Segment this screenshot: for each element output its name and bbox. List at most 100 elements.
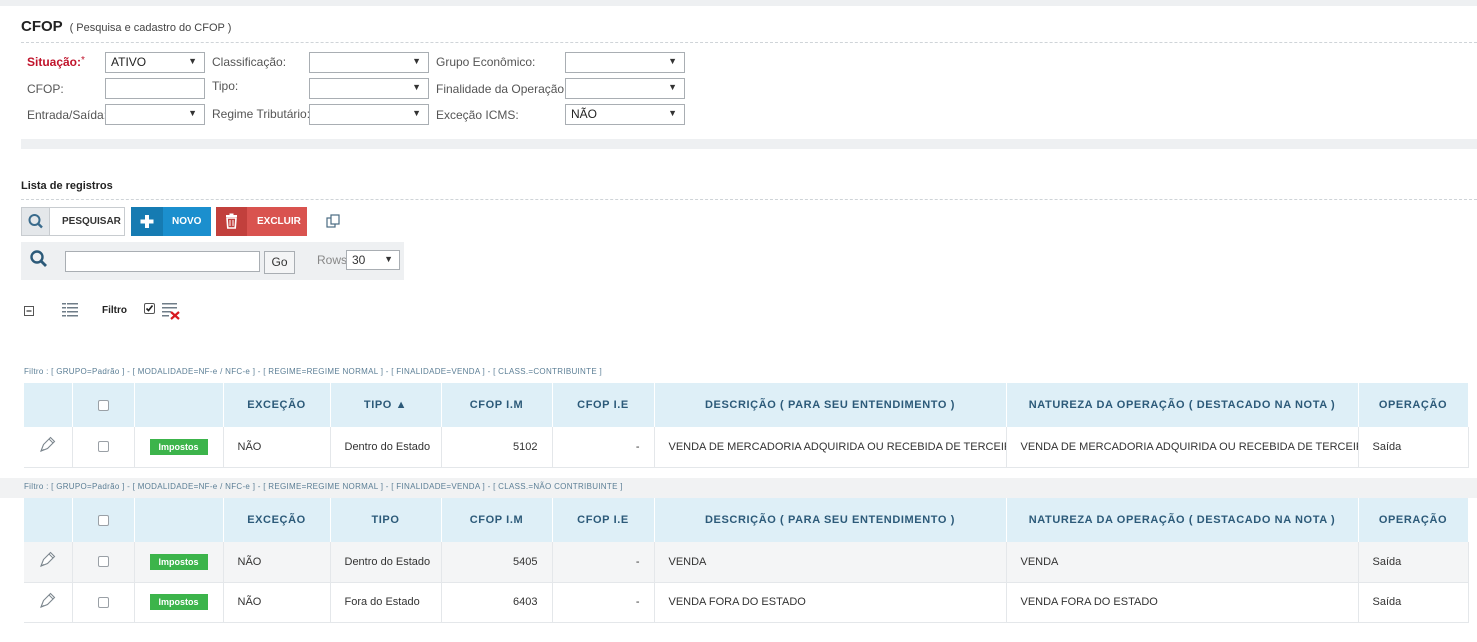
classificacao-select[interactable]: ▼ (309, 52, 429, 73)
col-tipo[interactable]: TIPO ▲ (330, 383, 442, 427)
cell-cfop-ie: - (552, 427, 655, 468)
cfop-input[interactable] (105, 78, 205, 99)
col-operacao[interactable]: OPERAÇÃO (1358, 383, 1469, 427)
novo-button[interactable]: NOVO (131, 207, 211, 236)
grid-header: EXCEÇÃO TIPO ▲ CFOP I.M CFOP I.E DESCRIÇ… (24, 383, 1469, 427)
regime-select[interactable]: ▼ (309, 104, 429, 125)
regime-label: Regime Tributário: (212, 107, 311, 121)
dropdown-arrow-icon: ▼ (384, 254, 393, 264)
top-bar (0, 0, 1477, 6)
col-natureza[interactable]: NATUREZA DA OPERAÇÃO ( DESTACADO NA NOTA… (1006, 498, 1359, 542)
dropdown-arrow-icon: ▼ (668, 82, 677, 92)
cell-tipo: Dentro do Estado (330, 542, 442, 583)
cell-cfop-im: 6403 (441, 582, 553, 623)
excecao-label: Exceção ICMS: (436, 108, 519, 122)
dropdown-arrow-icon: ▼ (412, 108, 421, 118)
table-row[interactable]: Impostos NÃO Dentro do Estado 5405 - VEN… (24, 542, 1469, 583)
col-select-all (72, 498, 135, 542)
col-descricao[interactable]: DESCRIÇÃO ( PARA SEU ENTENDIMENTO ) (654, 498, 1007, 542)
group-header-bg (0, 478, 1477, 498)
impostos-badge[interactable]: Impostos (149, 594, 208, 610)
badge-cell: Impostos (134, 582, 224, 623)
edit-cell (24, 427, 73, 468)
clear-filter-icon[interactable] (162, 302, 180, 323)
select-all-checkbox[interactable] (97, 514, 109, 526)
entrada-saida-label: Entrada/Saída: (27, 108, 108, 122)
excluir-button[interactable]: EXCLUIR (216, 207, 307, 236)
select-cell (72, 542, 135, 583)
title-divider (21, 42, 1477, 43)
row-checkbox[interactable] (97, 556, 109, 568)
col-edit (24, 383, 73, 427)
col-select-all (72, 383, 135, 427)
col-descricao[interactable]: DESCRIÇÃO ( PARA SEU ENTENDIMENTO ) (654, 383, 1007, 427)
col-cfop-ie[interactable]: CFOP I.E (552, 498, 655, 542)
page-title: CFOP ( Pesquisa e cadastro do CFOP ) (21, 18, 231, 35)
tipo-select[interactable]: ▼ (309, 78, 429, 99)
collapse-icon[interactable] (24, 305, 34, 319)
cell-operacao: Saída (1358, 427, 1469, 468)
edit-icon[interactable] (39, 436, 57, 457)
col-excecao[interactable]: EXCEÇÃO (223, 383, 331, 427)
edit-icon[interactable] (39, 592, 57, 613)
cell-natureza: VENDA FORA DO ESTADO (1006, 582, 1359, 623)
filter-checkbox-icon[interactable] (144, 303, 155, 317)
impostos-badge[interactable]: Impostos (149, 438, 208, 455)
group-filter-text: Filtro : [ GRUPO=Padrão ] - [ MODALIDADE… (24, 367, 602, 376)
cell-descricao: VENDA (654, 542, 1007, 583)
impostos-badge[interactable]: Impostos (149, 553, 208, 570)
row-checkbox[interactable] (97, 596, 109, 608)
go-button[interactable]: Go (264, 251, 295, 274)
col-cfop-im[interactable]: CFOP I.M (441, 498, 553, 542)
finalidade-label: Finalidade da Operação: (436, 82, 568, 96)
cell-operacao: Saída (1358, 582, 1469, 623)
entrada-saida-select[interactable]: ▼ (105, 104, 205, 125)
grid-search-input[interactable] (65, 251, 260, 272)
grupo-label: Grupo Econômico: (436, 55, 536, 69)
col-natureza[interactable]: NATUREZA DA OPERAÇÃO ( DESTACADO NA NOTA… (1006, 383, 1359, 427)
table-row[interactable]: Impostos NÃO Dentro do Estado 5102 - VEN… (24, 427, 1469, 468)
select-cell (72, 582, 135, 623)
column-chooser-icon[interactable] (62, 302, 78, 321)
copy-icon[interactable] (326, 214, 340, 228)
edit-icon[interactable] (39, 551, 57, 572)
dropdown-arrow-icon: ▼ (668, 108, 677, 118)
cell-natureza: VENDA DE MERCADORIA ADQUIRIDA OU RECEBID… (1006, 427, 1359, 468)
select-cell (72, 427, 135, 468)
cfop-grid-1: EXCEÇÃO TIPO ▲ CFOP I.M CFOP I.E DESCRIÇ… (24, 383, 1469, 468)
cell-cfop-im: 5405 (441, 542, 553, 583)
col-edit (24, 498, 73, 542)
col-tipo[interactable]: TIPO (330, 498, 442, 542)
page-subtitle: ( Pesquisa e cadastro do CFOP ) (69, 22, 232, 34)
dropdown-arrow-icon: ▼ (188, 56, 197, 66)
select-all-checkbox[interactable] (97, 399, 109, 411)
dropdown-arrow-icon: ▼ (412, 56, 421, 66)
grupo-select[interactable]: ▼ (565, 52, 685, 73)
edit-cell (24, 582, 73, 623)
finalidade-select[interactable]: ▼ (565, 78, 685, 99)
cell-cfop-im: 5102 (441, 427, 553, 468)
col-cfop-im[interactable]: CFOP I.M (441, 383, 553, 427)
grid-search-bar: Go Rows 30 ▼ (21, 242, 404, 280)
col-operacao[interactable]: OPERAÇÃO (1358, 498, 1469, 542)
cell-natureza: VENDA (1006, 542, 1359, 583)
cell-cfop-ie: - (552, 582, 655, 623)
badge-cell: Impostos (134, 542, 224, 583)
pesquisar-button[interactable]: PESQUISAR (21, 207, 125, 236)
rows-select[interactable]: 30 ▼ (346, 250, 400, 270)
col-badge (134, 498, 224, 542)
excecao-select[interactable]: NÃO ▼ (565, 104, 685, 125)
col-excecao[interactable]: EXCEÇÃO (223, 498, 331, 542)
cell-descricao: VENDA FORA DO ESTADO (654, 582, 1007, 623)
cfop-label: CFOP: (27, 82, 64, 96)
list-title: Lista de registros (21, 180, 113, 192)
row-checkbox[interactable] (97, 441, 109, 453)
col-cfop-ie[interactable]: CFOP I.E (552, 383, 655, 427)
dropdown-arrow-icon: ▼ (668, 56, 677, 66)
search-icon (22, 208, 50, 235)
trash-icon (216, 207, 247, 236)
table-row[interactable]: Impostos NÃO Fora do Estado 6403 - VENDA… (24, 582, 1469, 623)
situacao-select[interactable]: ATIVO ▼ (105, 52, 205, 73)
cell-tipo: Dentro do Estado (330, 427, 442, 468)
classificacao-label: Classificação: (212, 55, 287, 69)
